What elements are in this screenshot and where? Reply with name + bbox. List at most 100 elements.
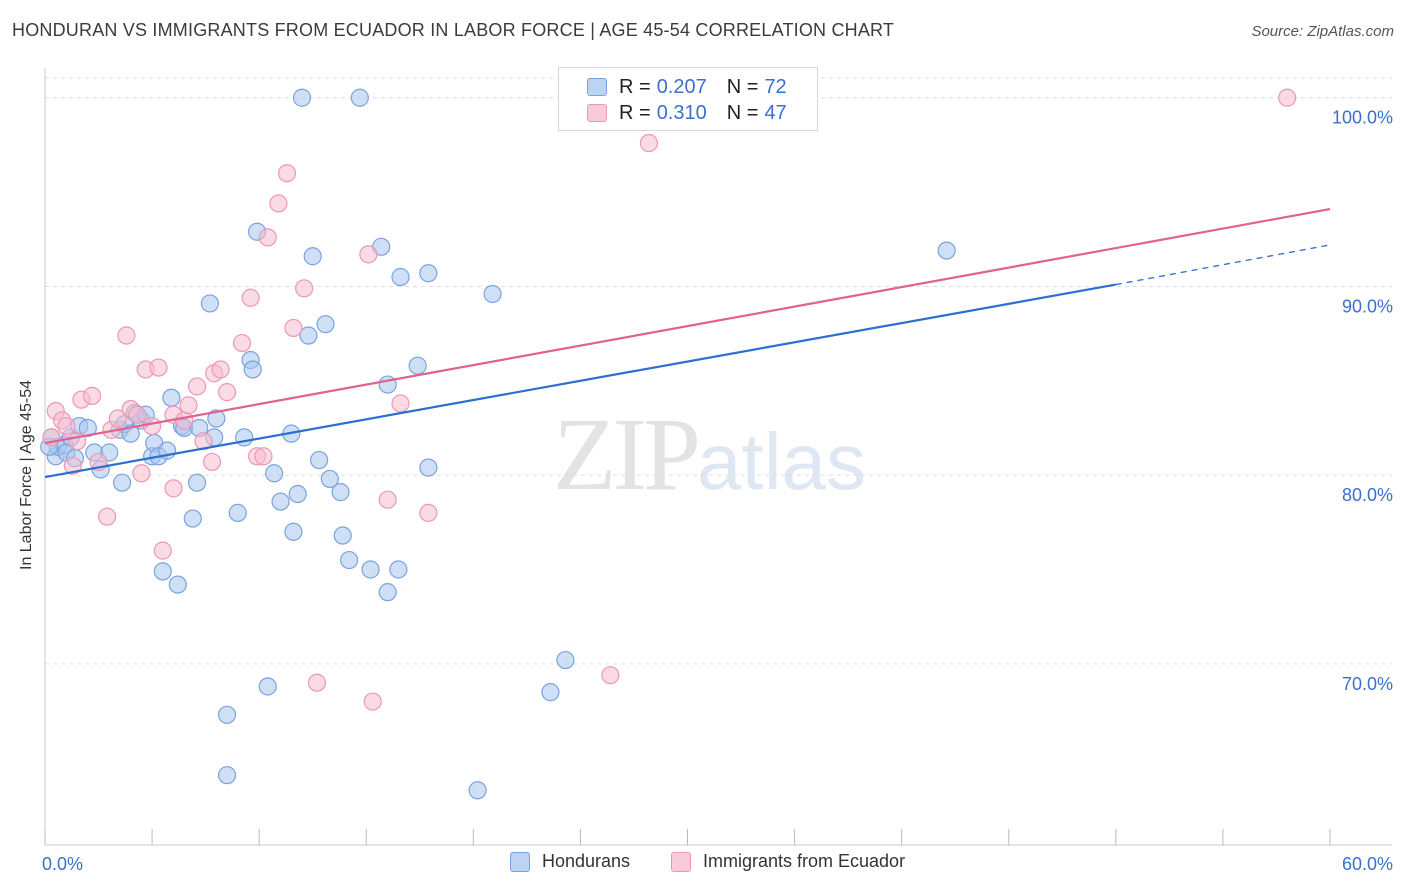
watermark: ZIPatlas: [553, 395, 866, 514]
honduran-point: [541, 683, 560, 702]
y-axis-label: In Labor Force | Age 45-54: [18, 379, 35, 570]
ecuador-point: [83, 386, 102, 405]
honduran-point: [419, 264, 438, 283]
x-tick-label: 60.0%: [1342, 854, 1393, 874]
bottom-legend-hondurans: Hondurans: [510, 851, 630, 872]
ecuador-point: [307, 673, 327, 692]
bottom-legend-label: Hondurans: [542, 851, 631, 871]
honduran-point: [207, 409, 226, 428]
ecuador-point: [241, 288, 260, 307]
legend-n-value: 72: [764, 75, 787, 98]
ecuador-point: [284, 318, 303, 338]
ecuador-point: [98, 507, 117, 526]
honduran-point: [340, 550, 359, 570]
ecuador-point: [194, 432, 213, 451]
honduran-point: [350, 88, 369, 107]
y-tick-label: 70.0%: [1342, 674, 1393, 694]
ecuador-point: [269, 194, 288, 213]
ecuador-point: [149, 358, 168, 377]
honduran-point: [292, 88, 312, 107]
honduran-point: [228, 503, 247, 522]
honduran-point: [121, 424, 140, 443]
ecuador-point: [258, 228, 277, 247]
honduran-point: [331, 483, 350, 502]
honduran-point: [556, 650, 575, 670]
ecuador-point: [211, 360, 230, 379]
honduran-point: [284, 522, 303, 541]
honduran-point: [361, 560, 380, 579]
honduran-point: [153, 562, 172, 581]
honduran-point: [271, 492, 290, 511]
ecuador-point: [153, 541, 172, 560]
ecuador-point: [359, 245, 378, 264]
bottom-legend-swatch-pink: [671, 851, 691, 872]
honduran-point: [183, 509, 202, 528]
honduran-point: [299, 326, 318, 345]
ecuador-point: [179, 396, 198, 415]
watermark-atlas: atlas: [697, 417, 866, 506]
legend-swatch-pink: [587, 104, 607, 122]
ecuador-point: [117, 326, 136, 345]
ecuador-point: [363, 692, 382, 711]
honduran-point: [187, 473, 207, 492]
legend-swatch-blue: [587, 78, 607, 96]
chart-source: Source: ZipAtlas.com: [1251, 23, 1394, 40]
honduran-point: [408, 356, 427, 375]
bottom-legend-ecuador: Immigrants from Ecuador: [671, 851, 905, 872]
legend-n-label: N =: [726, 101, 759, 124]
y-tick-label: 80.0%: [1342, 485, 1393, 505]
bottom-legend-label: Immigrants from Ecuador: [703, 851, 906, 871]
watermark-zip: ZIP: [553, 397, 701, 512]
honduran-point: [316, 315, 335, 334]
x-tick-label: 0.0%: [42, 854, 83, 874]
honduran-point: [168, 575, 187, 594]
chart-title: HONDURAN VS IMMIGRANTS FROM ECUADOR IN L…: [12, 20, 895, 40]
honduran-point: [937, 241, 956, 260]
ecuador-point: [391, 394, 410, 413]
honduran-point: [333, 526, 352, 545]
honduran-point: [468, 781, 487, 800]
honduran-trend-extension: [1115, 244, 1331, 286]
honduran-point: [200, 294, 220, 313]
honduran-point: [217, 705, 237, 724]
ecuador-point: [127, 405, 147, 424]
ecuador-point: [202, 452, 222, 472]
ecuador-point: [175, 411, 194, 430]
legend-r-value: 0.207: [656, 75, 707, 98]
honduran-point: [303, 247, 322, 266]
legend-r-label: R =: [619, 75, 651, 98]
ecuador-point: [57, 416, 76, 436]
honduran-point: [310, 450, 329, 470]
ecuador-trend-line: [44, 207, 1331, 445]
ecuador-point: [164, 479, 183, 498]
y-tick-label: 100.0%: [1332, 108, 1393, 128]
honduran-point: [378, 583, 397, 602]
y-tick-label: 90.0%: [1342, 296, 1393, 316]
honduran-point: [419, 458, 438, 477]
honduran-point: [288, 484, 307, 504]
ecuador-point: [1278, 88, 1297, 107]
ecuador-point: [132, 464, 151, 483]
ecuador-point: [419, 503, 438, 522]
ecuador-point: [217, 383, 237, 402]
honduran-point: [258, 677, 277, 696]
ecuador-point: [277, 164, 297, 183]
stats-legend: R = 0.207 N = 72 R = 0.310 N = 47: [558, 67, 818, 131]
honduran-point: [320, 469, 339, 489]
honduran-point: [391, 267, 410, 287]
legend-r-label: R =: [619, 101, 651, 124]
honduran-point: [243, 360, 262, 379]
ecuador-point: [142, 416, 162, 436]
ecuador-point: [639, 133, 659, 153]
bottom-legend-swatch-blue: [510, 851, 530, 872]
ecuador-point: [232, 333, 252, 353]
ecuador-point: [108, 409, 127, 428]
honduran-point: [483, 284, 502, 304]
legend-n-value: 47: [764, 101, 787, 124]
legend-row-ecuador: R = 0.310 N = 47: [587, 100, 787, 126]
ecuador-point: [63, 456, 82, 475]
honduran-point: [162, 388, 181, 407]
ecuador-point: [187, 377, 207, 396]
legend-row-hondurans: R = 0.207 N = 72: [587, 74, 787, 100]
